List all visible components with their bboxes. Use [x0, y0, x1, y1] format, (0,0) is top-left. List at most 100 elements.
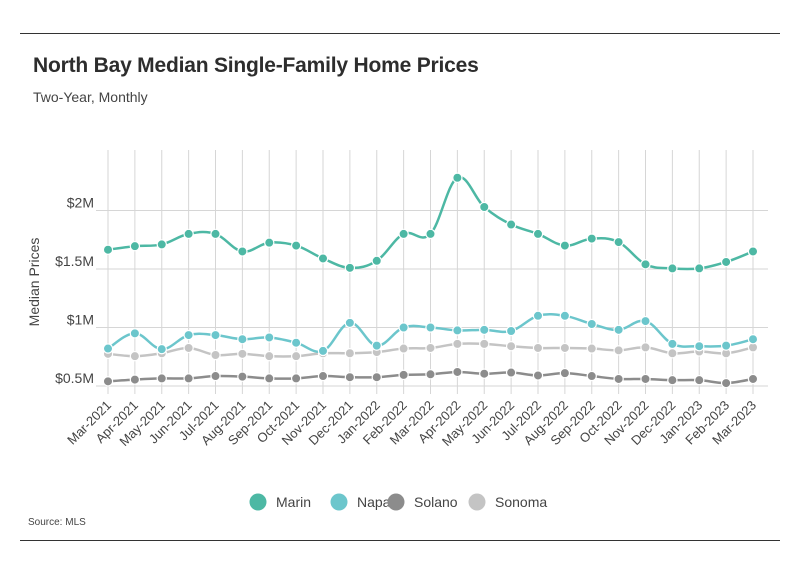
data-point-marin: [694, 263, 705, 274]
legend-item-solano: Solano: [387, 493, 458, 511]
y-tick-label: $1.5M: [55, 253, 94, 269]
data-point-solano: [237, 371, 248, 382]
chart-title: North Bay Median Single-Family Home Pric…: [33, 54, 479, 77]
data-point-napa: [532, 310, 544, 321]
data-point-marin: [237, 246, 248, 257]
data-point-solano: [129, 374, 141, 385]
data-point-marin: [210, 228, 221, 240]
data-point-sonoma: [344, 348, 356, 359]
data-point-napa: [210, 329, 221, 341]
data-point-sonoma: [210, 349, 221, 361]
data-point-sonoma: [452, 338, 463, 350]
data-point-solano: [371, 372, 382, 383]
data-point-marin: [747, 246, 759, 257]
data-point-solano: [344, 372, 356, 383]
data-point-solano: [747, 373, 759, 385]
source-note: Source: MLS: [28, 517, 86, 528]
data-point-sonoma: [532, 342, 544, 354]
y-tick-label: $2M: [67, 195, 94, 211]
data-point-sonoma: [290, 350, 302, 362]
data-point-solano: [479, 368, 490, 379]
data-point-napa: [129, 328, 141, 339]
data-point-solano: [156, 373, 167, 384]
data-point-napa: [317, 345, 329, 357]
data-point-napa: [505, 325, 517, 337]
data-point-solano: [586, 370, 597, 382]
data-point-sonoma: [667, 348, 678, 359]
data-point-napa: [720, 340, 732, 351]
data-point-solano: [102, 376, 114, 387]
data-point-solano: [425, 369, 436, 380]
data-point-sonoma: [479, 338, 490, 350]
data-point-marin: [425, 228, 436, 240]
legend-label: Marin: [276, 494, 311, 510]
data-point-sonoma: [505, 341, 517, 352]
data-point-marin: [667, 263, 678, 274]
data-point-marin: [720, 256, 732, 268]
data-point-marin: [640, 259, 651, 270]
legend-swatch: [330, 493, 348, 511]
data-point-napa: [102, 343, 114, 354]
data-point-marin: [398, 228, 409, 240]
data-point-napa: [559, 310, 571, 321]
data-point-napa: [694, 341, 705, 352]
data-point-marin: [290, 240, 302, 251]
data-point-napa: [398, 322, 409, 333]
data-point-solano: [452, 366, 463, 378]
data-point-sonoma: [237, 348, 248, 360]
data-point-solano: [505, 367, 517, 378]
data-point-solano: [317, 370, 329, 382]
data-point-sonoma: [613, 345, 624, 356]
legend-item-marin: Marin: [249, 493, 311, 511]
data-point-napa: [237, 334, 248, 345]
data-point-sonoma: [264, 350, 275, 362]
data-point-sonoma: [183, 342, 194, 354]
data-point-sonoma: [586, 343, 597, 354]
data-point-napa: [183, 329, 194, 341]
data-point-marin: [559, 240, 571, 251]
legend-swatch: [387, 493, 405, 511]
data-point-marin: [452, 172, 463, 183]
data-point-solano: [694, 374, 705, 386]
top-rule: [20, 33, 780, 34]
data-point-napa: [156, 343, 167, 355]
data-point-solano: [720, 377, 732, 389]
data-point-marin: [479, 201, 490, 213]
data-point-sonoma: [398, 343, 409, 354]
data-point-marin: [156, 239, 167, 250]
data-point-sonoma: [559, 342, 571, 354]
legend-item-sonoma: Sonoma: [468, 493, 547, 511]
data-point-marin: [317, 253, 329, 264]
data-point-napa: [264, 332, 275, 343]
legend-swatch: [249, 493, 267, 511]
legend-swatch: [468, 493, 486, 511]
legend-label: Sonoma: [495, 494, 547, 510]
data-point-solano: [398, 369, 409, 381]
y-tick-label: $0.5M: [55, 370, 94, 386]
data-point-solano: [264, 373, 275, 384]
data-point-napa: [371, 340, 382, 351]
data-point-napa: [586, 318, 597, 330]
grid-lines: [96, 150, 768, 394]
data-point-napa: [479, 324, 490, 336]
data-point-marin: [344, 262, 356, 274]
series-solano: [102, 366, 759, 389]
data-point-sonoma: [640, 342, 651, 353]
legend: Marin Napa Solano Sonoma: [249, 493, 547, 511]
legend-label: Napa: [357, 494, 391, 510]
data-point-solano: [640, 373, 651, 385]
data-point-marin: [183, 228, 194, 240]
data-point-solano: [210, 370, 221, 382]
data-point-napa: [667, 338, 678, 350]
data-point-napa: [613, 324, 624, 336]
data-point-sonoma: [129, 350, 141, 362]
bottom-rule: [20, 540, 780, 541]
data-point-marin: [129, 240, 141, 252]
series-napa: [102, 310, 759, 357]
data-point-solano: [559, 367, 571, 379]
legend-item-napa: Napa: [330, 493, 391, 511]
data-point-napa: [344, 317, 356, 329]
data-point-marin: [371, 255, 382, 267]
series-lines: [102, 172, 759, 389]
